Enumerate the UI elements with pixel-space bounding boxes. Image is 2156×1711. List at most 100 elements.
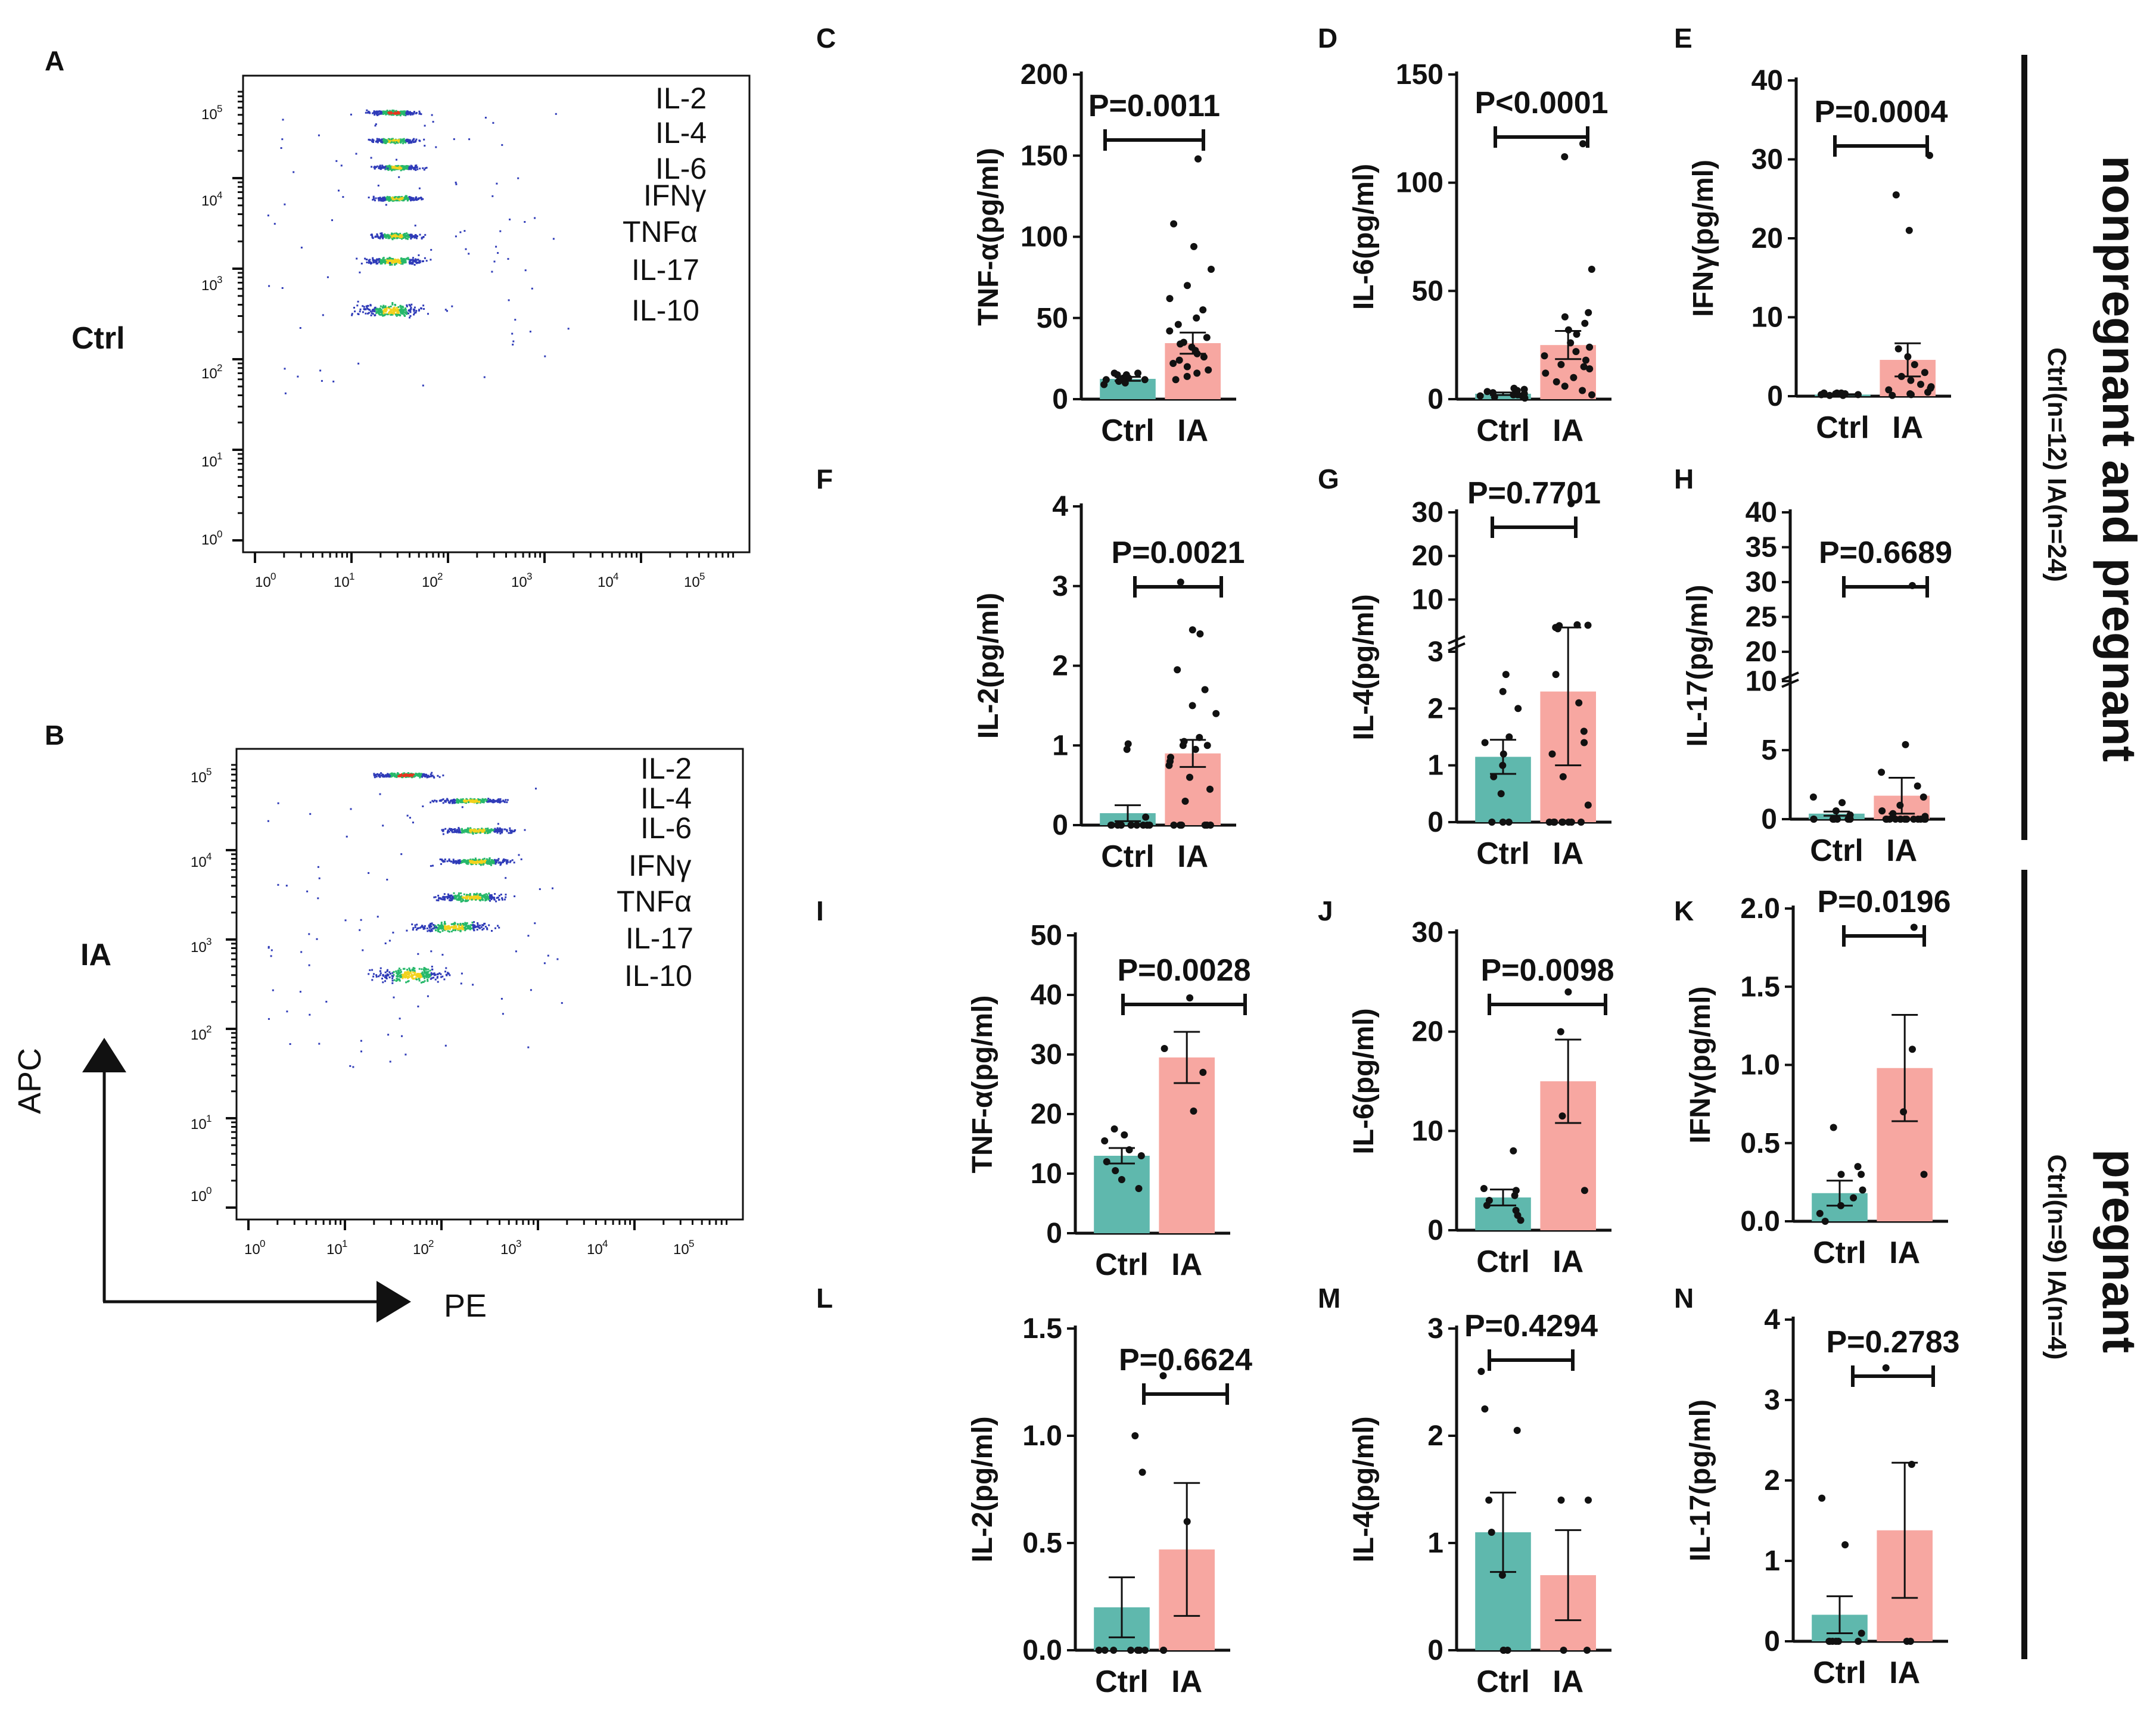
flow-event-dot	[413, 306, 416, 309]
flow-event-dot	[428, 926, 431, 929]
flow-event-dot	[497, 897, 499, 899]
flow-event-dot	[433, 926, 435, 928]
flow-event-dot	[450, 860, 452, 863]
flow-event-dot	[378, 258, 380, 260]
flow-event-dot	[455, 894, 457, 897]
flow-event-dot	[492, 122, 494, 124]
data-point-ctrl	[1809, 793, 1817, 801]
flow-event-dot	[417, 974, 419, 976]
flow-event-dot	[270, 949, 273, 951]
flow-event-dot	[300, 951, 303, 953]
flow-event-dot	[412, 974, 415, 976]
flow-event-dot	[453, 831, 455, 833]
data-point-ctrl	[1830, 816, 1838, 823]
flow-event-dot	[471, 799, 474, 801]
flow-event-dot	[455, 183, 458, 185]
flow-event-dot	[374, 114, 376, 116]
flow-event-dot	[499, 832, 502, 835]
flow-event-dot	[383, 141, 385, 142]
flow-event-dot	[431, 973, 433, 976]
flow-event-dot	[437, 894, 440, 897]
data-point-ctrl	[1140, 822, 1147, 829]
flow-event-dot	[388, 774, 390, 777]
flow-event-dot	[517, 177, 519, 179]
flow-event-dot	[449, 928, 452, 930]
flow-event-dot	[461, 924, 463, 926]
flow-event-dot	[397, 233, 399, 235]
x-tick-label-ia: IA	[1553, 413, 1583, 448]
flow-event-dot	[430, 865, 432, 867]
flow-event-dot	[403, 236, 406, 238]
data-point-ia	[1561, 382, 1569, 390]
flow-event-dot	[491, 195, 494, 197]
data-point-ia	[1160, 1647, 1168, 1654]
data-point-ctrl	[1858, 1629, 1865, 1637]
flow-event-dot	[374, 776, 376, 779]
flow-event-dot	[413, 235, 416, 237]
flow-event-dot	[422, 384, 424, 387]
flow-event-dot	[375, 113, 378, 116]
flow-event-dot	[444, 928, 447, 931]
flow-event-dot	[444, 929, 446, 931]
flow-event-dot	[474, 799, 477, 802]
data-point-ia	[1559, 819, 1567, 826]
flow-event-dot	[388, 310, 391, 313]
flow-event-dot	[419, 112, 421, 114]
flow-event-dot	[387, 167, 389, 170]
flow-event-dot	[405, 198, 406, 200]
flow-event-dot	[465, 798, 468, 800]
flow-event-dot	[447, 926, 449, 928]
flow-event-dot	[285, 885, 288, 887]
flow-event-dot	[413, 259, 416, 262]
flow-event-dot	[481, 861, 483, 864]
flow-event-dot	[499, 829, 501, 830]
flow-event-dot	[455, 235, 457, 238]
flow-event-dot	[422, 926, 424, 928]
flow-event-dot	[503, 801, 506, 803]
flow-event-dot	[452, 799, 454, 801]
flow-event-dot	[413, 968, 416, 970]
flow-event-dot	[424, 257, 426, 259]
x-tick-label-ia: IA	[1886, 833, 1917, 868]
flow-event-dot	[422, 973, 424, 975]
flow-event-dot	[414, 225, 416, 227]
flow-event-dot	[402, 976, 405, 978]
x-tick-label-ia: IA	[1553, 1245, 1583, 1279]
panel-letter-k: K	[1674, 895, 1694, 926]
flow-event-dot	[411, 167, 413, 169]
flow-event-dot	[479, 832, 481, 834]
flow-event-dot	[465, 898, 467, 901]
flow-event-dot	[437, 899, 440, 901]
flow-event-dot	[404, 114, 406, 116]
flow-event-dot	[406, 200, 409, 202]
flow-event-dot	[473, 921, 475, 923]
flow-event-dot	[418, 968, 421, 970]
flow-event-dot	[433, 972, 435, 975]
flow-group-label-ctrl: Ctrl	[71, 321, 125, 356]
flow-event-dot	[419, 973, 421, 975]
panel-letter-n: N	[1674, 1283, 1694, 1314]
flow-event-dot	[405, 774, 407, 777]
flow-event-dot	[380, 141, 382, 143]
flow-event-dot	[382, 235, 384, 238]
flow-event-dot	[471, 922, 474, 923]
flow-event-dot	[495, 861, 497, 863]
flow-event-dot	[443, 861, 445, 863]
flow-event-dot	[458, 926, 461, 928]
flow-event-dot	[374, 166, 377, 169]
flow-event-dot	[463, 926, 465, 929]
flow-event-dot	[412, 257, 414, 259]
flow-event-dot	[469, 829, 471, 832]
y-tick-label: 3	[1427, 636, 1443, 668]
flow-event-dot	[483, 828, 484, 830]
flow-event-dot	[483, 800, 486, 802]
pe-axis-label: PE	[444, 1288, 487, 1324]
y-axis-label: IL-4(pg/ml)	[1348, 594, 1380, 740]
flow-event-dot	[487, 895, 489, 898]
y-tick-label: 150	[1021, 140, 1068, 172]
flow-event-dot	[409, 316, 410, 319]
flow-event-dot	[375, 235, 377, 238]
data-point-ia	[1553, 378, 1560, 385]
data-point-ctrl	[1826, 391, 1834, 399]
flow-y-exp-b-3: 3	[206, 936, 211, 947]
